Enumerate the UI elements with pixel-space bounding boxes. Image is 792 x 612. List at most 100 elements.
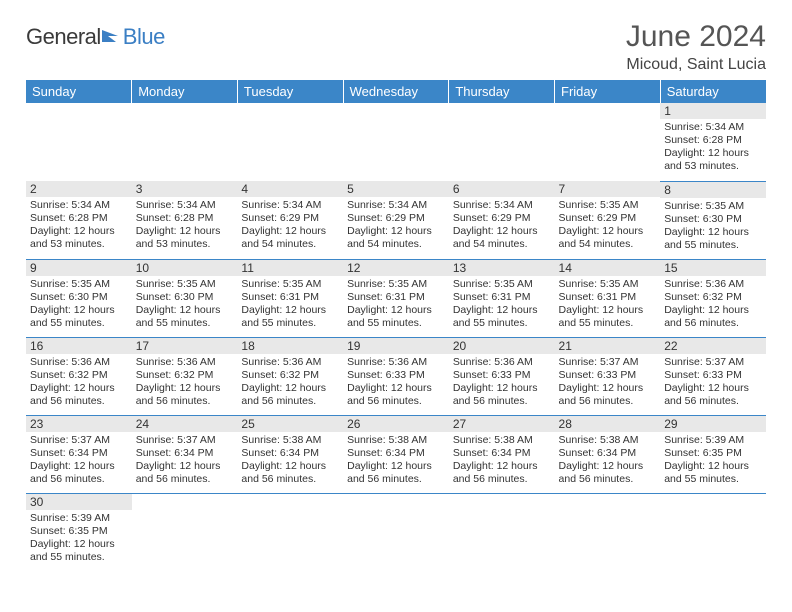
day-details: Sunrise: 5:34 AMSunset: 6:29 PMDaylight:… (449, 197, 555, 254)
calendar-cell: 3Sunrise: 5:34 AMSunset: 6:28 PMDaylight… (132, 181, 238, 259)
location: Micoud, Saint Lucia (626, 56, 766, 74)
day-number: 7 (555, 181, 661, 197)
day-details: Sunrise: 5:35 AMSunset: 6:31 PMDaylight:… (343, 276, 449, 333)
calendar-cell: 19Sunrise: 5:36 AMSunset: 6:33 PMDayligh… (343, 337, 449, 415)
calendar-cell: 23Sunrise: 5:37 AMSunset: 6:34 PMDayligh… (26, 415, 132, 493)
day-number: 29 (660, 416, 766, 432)
calendar-cell: 18Sunrise: 5:36 AMSunset: 6:32 PMDayligh… (237, 337, 343, 415)
day-number: 24 (132, 416, 238, 432)
calendar-cell: 27Sunrise: 5:38 AMSunset: 6:34 PMDayligh… (449, 415, 555, 493)
day-number: 23 (26, 416, 132, 432)
header: General Blue June 2024 Micoud, Saint Luc… (26, 20, 766, 74)
day-details: Sunrise: 5:36 AMSunset: 6:32 PMDaylight:… (237, 354, 343, 411)
calendar-cell (132, 493, 238, 571)
day-details: Sunrise: 5:37 AMSunset: 6:33 PMDaylight:… (555, 354, 661, 411)
calendar-cell (26, 103, 132, 181)
day-number: 21 (555, 338, 661, 354)
day-details: Sunrise: 5:37 AMSunset: 6:34 PMDaylight:… (132, 432, 238, 489)
weekday-header-friday: Friday (555, 80, 661, 103)
calendar-cell: 8Sunrise: 5:35 AMSunset: 6:30 PMDaylight… (660, 181, 766, 259)
flag-icon (102, 28, 124, 49)
day-number: 22 (660, 338, 766, 354)
calendar-cell (449, 493, 555, 571)
day-details: Sunrise: 5:38 AMSunset: 6:34 PMDaylight:… (555, 432, 661, 489)
day-details: Sunrise: 5:35 AMSunset: 6:30 PMDaylight:… (132, 276, 238, 333)
calendar-cell: 25Sunrise: 5:38 AMSunset: 6:34 PMDayligh… (237, 415, 343, 493)
day-details: Sunrise: 5:36 AMSunset: 6:33 PMDaylight:… (449, 354, 555, 411)
day-number-empty (132, 494, 238, 510)
day-details: Sunrise: 5:35 AMSunset: 6:29 PMDaylight:… (555, 197, 661, 254)
day-number: 11 (237, 260, 343, 276)
calendar-cell: 9Sunrise: 5:35 AMSunset: 6:30 PMDaylight… (26, 259, 132, 337)
calendar-cell: 16Sunrise: 5:36 AMSunset: 6:32 PMDayligh… (26, 337, 132, 415)
day-number-empty (343, 494, 449, 510)
weekday-header-saturday: Saturday (660, 80, 766, 103)
day-details: Sunrise: 5:34 AMSunset: 6:28 PMDaylight:… (660, 119, 766, 176)
day-number: 17 (132, 338, 238, 354)
logo-text-blue: Blue (123, 24, 165, 50)
day-details: Sunrise: 5:34 AMSunset: 6:28 PMDaylight:… (132, 197, 238, 254)
weekday-header-wednesday: Wednesday (343, 80, 449, 103)
calendar-body: 1Sunrise: 5:34 AMSunset: 6:28 PMDaylight… (26, 103, 766, 571)
day-details: Sunrise: 5:39 AMSunset: 6:35 PMDaylight:… (660, 432, 766, 489)
day-number: 4 (237, 181, 343, 197)
calendar-cell: 29Sunrise: 5:39 AMSunset: 6:35 PMDayligh… (660, 415, 766, 493)
day-details: Sunrise: 5:38 AMSunset: 6:34 PMDaylight:… (237, 432, 343, 489)
day-number: 3 (132, 181, 238, 197)
day-details: Sunrise: 5:36 AMSunset: 6:32 PMDaylight:… (26, 354, 132, 411)
day-number: 16 (26, 338, 132, 354)
day-details: Sunrise: 5:36 AMSunset: 6:32 PMDaylight:… (660, 276, 766, 333)
weekday-header-sunday: Sunday (26, 80, 132, 103)
calendar-cell: 14Sunrise: 5:35 AMSunset: 6:31 PMDayligh… (555, 259, 661, 337)
day-number: 30 (26, 494, 132, 510)
calendar-cell: 6Sunrise: 5:34 AMSunset: 6:29 PMDaylight… (449, 181, 555, 259)
day-details: Sunrise: 5:38 AMSunset: 6:34 PMDaylight:… (343, 432, 449, 489)
calendar-cell (449, 103, 555, 181)
weekday-header-monday: Monday (132, 80, 238, 103)
day-details: Sunrise: 5:39 AMSunset: 6:35 PMDaylight:… (26, 510, 132, 567)
day-number: 2 (26, 181, 132, 197)
day-number-empty (555, 494, 661, 510)
calendar-cell: 10Sunrise: 5:35 AMSunset: 6:30 PMDayligh… (132, 259, 238, 337)
day-number: 13 (449, 260, 555, 276)
calendar-cell (132, 103, 238, 181)
calendar-cell: 2Sunrise: 5:34 AMSunset: 6:28 PMDaylight… (26, 181, 132, 259)
day-details: Sunrise: 5:36 AMSunset: 6:33 PMDaylight:… (343, 354, 449, 411)
day-details: Sunrise: 5:35 AMSunset: 6:31 PMDaylight:… (237, 276, 343, 333)
calendar-cell: 24Sunrise: 5:37 AMSunset: 6:34 PMDayligh… (132, 415, 238, 493)
day-details: Sunrise: 5:35 AMSunset: 6:30 PMDaylight:… (26, 276, 132, 333)
day-number: 28 (555, 416, 661, 432)
calendar-cell: 30Sunrise: 5:39 AMSunset: 6:35 PMDayligh… (26, 493, 132, 571)
day-details: Sunrise: 5:36 AMSunset: 6:32 PMDaylight:… (132, 354, 238, 411)
day-number: 15 (660, 260, 766, 276)
day-number: 9 (26, 260, 132, 276)
calendar-cell: 15Sunrise: 5:36 AMSunset: 6:32 PMDayligh… (660, 259, 766, 337)
day-details: Sunrise: 5:34 AMSunset: 6:29 PMDaylight:… (237, 197, 343, 254)
day-number: 6 (449, 181, 555, 197)
day-number: 14 (555, 260, 661, 276)
day-number: 26 (343, 416, 449, 432)
day-number: 8 (660, 182, 766, 198)
calendar-cell: 21Sunrise: 5:37 AMSunset: 6:33 PMDayligh… (555, 337, 661, 415)
calendar-cell (237, 493, 343, 571)
calendar-cell (343, 493, 449, 571)
logo-text-general: General (26, 24, 101, 50)
calendar-cell (555, 103, 661, 181)
day-details: Sunrise: 5:37 AMSunset: 6:33 PMDaylight:… (660, 354, 766, 411)
day-number-empty (449, 494, 555, 510)
calendar-cell: 1Sunrise: 5:34 AMSunset: 6:28 PMDaylight… (660, 103, 766, 181)
day-number-empty (237, 494, 343, 510)
day-number: 1 (660, 103, 766, 119)
weekday-header: SundayMondayTuesdayWednesdayThursdayFrid… (26, 80, 766, 103)
day-number: 5 (343, 181, 449, 197)
day-details: Sunrise: 5:35 AMSunset: 6:30 PMDaylight:… (660, 198, 766, 255)
calendar-cell: 22Sunrise: 5:37 AMSunset: 6:33 PMDayligh… (660, 337, 766, 415)
calendar-cell: 7Sunrise: 5:35 AMSunset: 6:29 PMDaylight… (555, 181, 661, 259)
day-details: Sunrise: 5:38 AMSunset: 6:34 PMDaylight:… (449, 432, 555, 489)
calendar-cell: 20Sunrise: 5:36 AMSunset: 6:33 PMDayligh… (449, 337, 555, 415)
calendar-cell: 11Sunrise: 5:35 AMSunset: 6:31 PMDayligh… (237, 259, 343, 337)
calendar-cell (237, 103, 343, 181)
day-number-empty (660, 494, 766, 510)
day-details: Sunrise: 5:37 AMSunset: 6:34 PMDaylight:… (26, 432, 132, 489)
calendar-cell: 28Sunrise: 5:38 AMSunset: 6:34 PMDayligh… (555, 415, 661, 493)
